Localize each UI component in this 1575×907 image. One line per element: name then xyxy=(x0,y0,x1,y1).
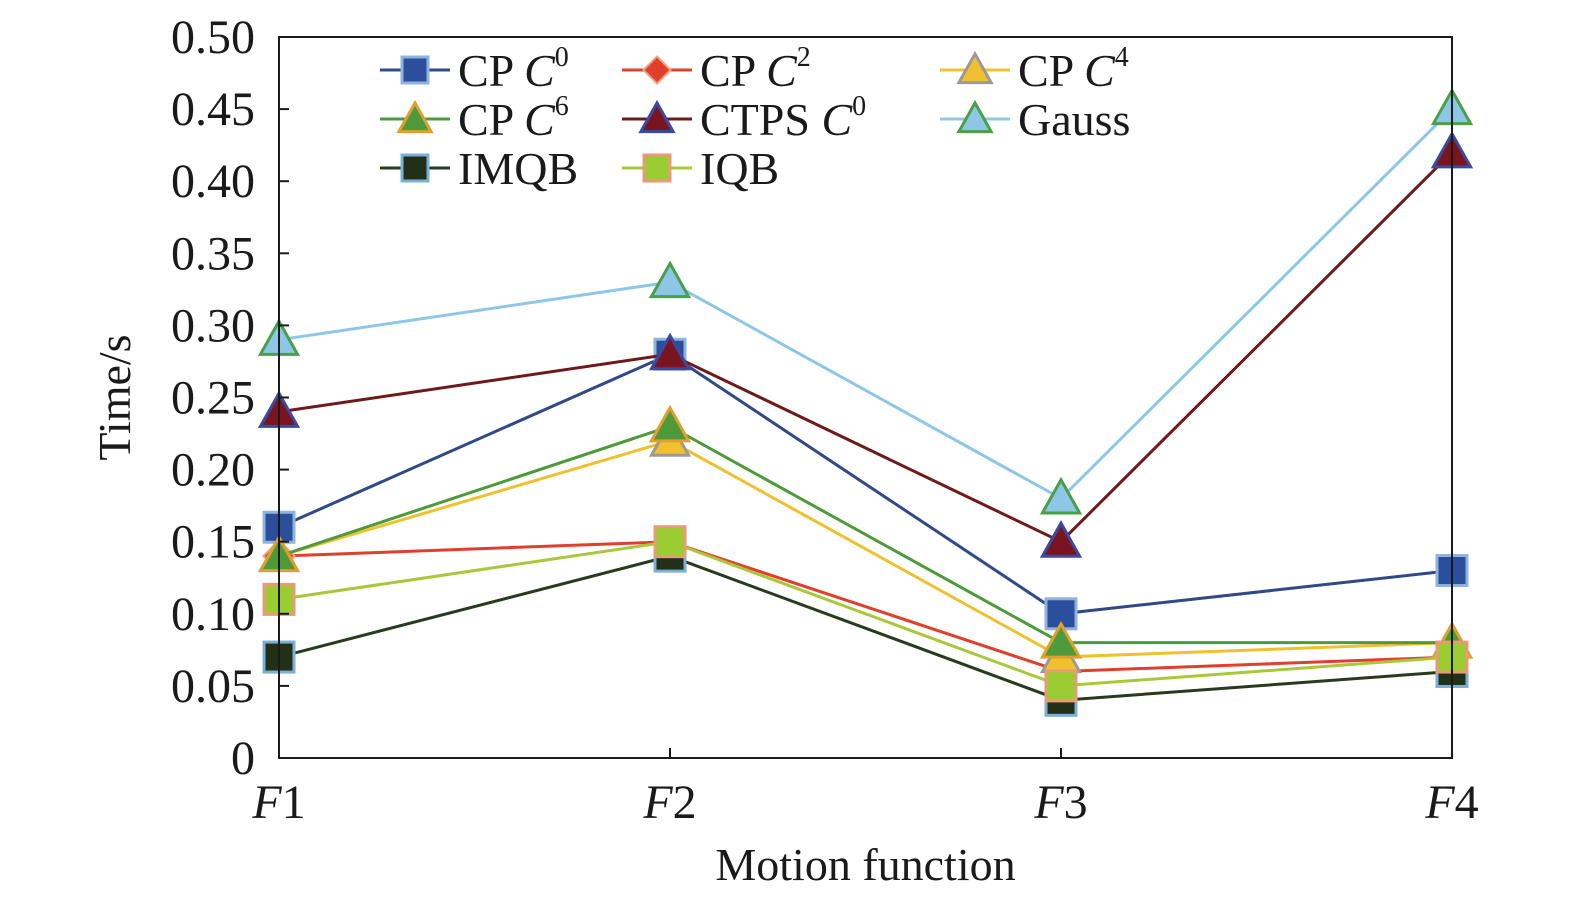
legend-item-cp-c0: CP C0 xyxy=(380,42,569,96)
x-tick-label-number: 1 xyxy=(282,776,306,829)
legend-label-text: CP xyxy=(458,45,524,96)
series-cp-c6 xyxy=(257,404,1474,659)
data-point-cp-c6 xyxy=(648,404,692,443)
legend-label-text: CP xyxy=(458,94,524,145)
legend-marker xyxy=(400,55,430,85)
y-tick-label: 0.50 xyxy=(171,11,255,64)
legend-marker xyxy=(956,50,994,85)
legend-label: CP C4 xyxy=(1018,42,1129,96)
legend-label-superscript: 0 xyxy=(555,42,569,73)
legend-label-superscript: 2 xyxy=(797,42,811,73)
series-line-cp-c2 xyxy=(278,540,1453,673)
x-tick-label: F1 xyxy=(251,776,305,829)
y-tick-label: 0.40 xyxy=(171,155,255,208)
legend-label-text: CTPS xyxy=(700,94,821,145)
series-line-cp-c0 xyxy=(278,352,1453,616)
legend-label-italic: C xyxy=(1084,45,1116,96)
legend-marker xyxy=(956,99,994,134)
legend-label: Gauss xyxy=(1018,94,1130,145)
legend-label: IMQB xyxy=(458,143,578,194)
x-tick-label: F4 xyxy=(1424,776,1478,829)
legend-label-superscript: 6 xyxy=(555,91,569,122)
x-tick-label-number: 3 xyxy=(1064,776,1088,829)
legend-label-text: CP xyxy=(1018,45,1084,96)
series-line-gauss xyxy=(278,108,1454,501)
legend-label-superscript: 4 xyxy=(1115,42,1129,73)
legend-item-cp-c2: CP C2 xyxy=(622,42,811,96)
x-tick-label-italic: F xyxy=(642,776,673,829)
data-point-gauss xyxy=(1039,476,1083,515)
legend-label-italic: C xyxy=(524,45,556,96)
y-tick-label: 0.20 xyxy=(171,444,255,497)
legend-label: CP C2 xyxy=(700,42,811,96)
legend-marker xyxy=(396,99,434,134)
y-tick-label: 0.30 xyxy=(171,299,255,352)
data-point-cp-c6 xyxy=(1039,620,1083,659)
legend-item-imqb: IMQB xyxy=(380,143,578,194)
series-cp-c4 xyxy=(257,419,1474,674)
legend-label: CP C0 xyxy=(458,42,569,96)
legend-label-text: CP xyxy=(700,45,766,96)
legend-label: CP C6 xyxy=(458,91,569,145)
data-point-iqb xyxy=(653,525,687,559)
x-tick-label-number: 2 xyxy=(673,776,697,829)
series-line-imqb xyxy=(278,554,1453,702)
series-cp-c0 xyxy=(262,337,1469,631)
x-tick-label-number: 4 xyxy=(1455,776,1479,829)
y-tick-label: 0.10 xyxy=(171,588,255,641)
legend-marker xyxy=(638,99,676,134)
y-axis-title: Time/s xyxy=(89,334,140,460)
y-tick-label: 0.05 xyxy=(171,660,255,713)
y-tick-label: 0.45 xyxy=(171,83,255,136)
y-tick-label: 0 xyxy=(231,732,255,785)
y-tick-label: 0.15 xyxy=(171,516,255,569)
legend-label-text: IMQB xyxy=(458,143,578,194)
data-point-iqb xyxy=(1044,669,1078,703)
data-point-ctps-c0 xyxy=(648,332,692,371)
y-tick-label: 0.25 xyxy=(171,372,255,425)
y-tick-label: 0.35 xyxy=(171,227,255,280)
legend-label-text: Gauss xyxy=(1018,94,1130,145)
series-ctps-c0 xyxy=(257,130,1474,558)
legend-item-ctps-c0: CTPS C0 xyxy=(622,91,866,145)
series-line-iqb xyxy=(278,540,1453,688)
x-tick-label-italic: F xyxy=(1033,776,1064,829)
series-line-cp-c4 xyxy=(278,439,1453,659)
legend-label-italic: C xyxy=(821,94,853,145)
legend-item-iqb: IQB xyxy=(622,143,779,194)
legend-item-cp-c6: CP C6 xyxy=(380,91,569,145)
legend-item-cp-c4: CP C4 xyxy=(940,42,1129,96)
legend-marker xyxy=(642,55,672,85)
series-line-ctps-c0 xyxy=(278,151,1454,544)
series-imqb xyxy=(262,539,1469,717)
data-point-ctps-c0 xyxy=(1039,520,1083,558)
legend-marker xyxy=(400,153,430,183)
legend-label-italic: C xyxy=(524,94,556,145)
legend-label-italic: C xyxy=(766,45,798,96)
legend-label: CTPS C0 xyxy=(700,91,866,145)
legend-label-superscript: 0 xyxy=(852,91,866,122)
x-tick-label-italic: F xyxy=(251,776,282,829)
series-line-cp-c6 xyxy=(278,424,1452,645)
axes: 0 0.05 0.10 0.15 0.20 0.25 0.30 0.35 0.40 0.45 0.5… xyxy=(171,11,1479,829)
data-point-gauss xyxy=(648,260,692,299)
x-tick-label: F2 xyxy=(642,776,696,829)
legend-item-gauss: Gauss xyxy=(940,94,1130,145)
x-tick-label-italic: F xyxy=(1424,776,1455,829)
x-tick-label: F3 xyxy=(1033,776,1087,829)
legend-label-text: IQB xyxy=(700,143,779,194)
legend-label: IQB xyxy=(700,143,779,194)
legend-marker xyxy=(642,153,672,183)
x-axis-title: Motion function xyxy=(715,839,1015,890)
series-layer xyxy=(257,87,1474,717)
